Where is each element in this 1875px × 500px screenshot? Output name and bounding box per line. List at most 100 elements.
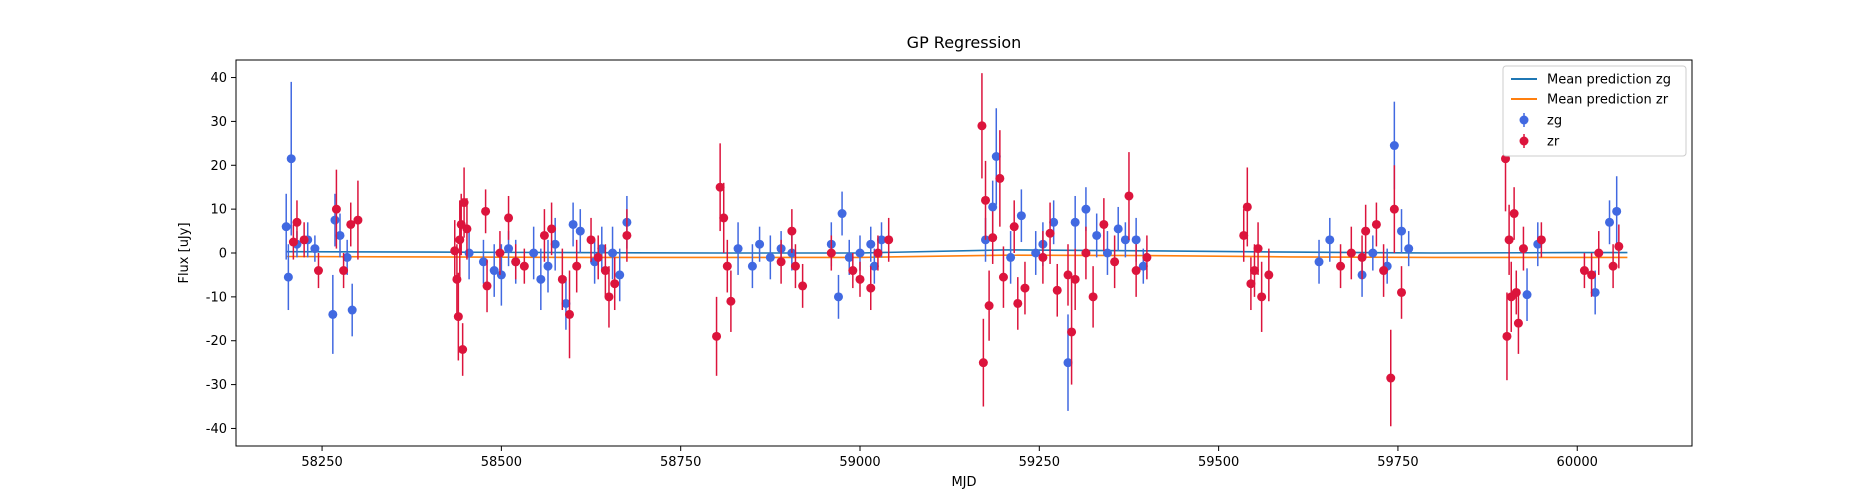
zg-point: [281, 222, 291, 232]
zg-point: [310, 244, 320, 254]
zr-point: [995, 173, 1005, 183]
zr-point: [572, 261, 582, 271]
zg-point: [550, 239, 560, 249]
zg-point: [1389, 141, 1399, 151]
zg-point: [504, 244, 514, 254]
zr-point: [1242, 202, 1252, 212]
x-tick-label: 59750: [1377, 455, 1418, 470]
zr-point: [1536, 235, 1546, 245]
zr-point: [547, 224, 557, 234]
zr-point: [1397, 287, 1407, 297]
y-tick-label: 30: [210, 115, 227, 130]
zg-point: [1049, 217, 1059, 227]
zr-point: [455, 235, 465, 245]
legend-label-zg: zg: [1547, 114, 1562, 129]
y-axis: -40 -30 -20 -10 0 10 20 30 40: [206, 71, 236, 437]
zg-point: [747, 261, 757, 271]
zg-point: [1131, 235, 1141, 245]
y-tick-label: 40: [210, 71, 227, 86]
zr-point: [353, 215, 363, 225]
zr-point: [339, 266, 349, 276]
zr-point: [1142, 252, 1152, 262]
legend-label-zr: zr: [1547, 135, 1560, 150]
zr-point: [604, 292, 614, 302]
zr-point: [481, 206, 491, 216]
zr-point: [1371, 219, 1381, 229]
zg-point: [1138, 261, 1148, 271]
legend-marker: [1519, 115, 1529, 125]
zr-point: [622, 230, 632, 240]
zr-point: [1009, 222, 1019, 232]
zr-point: [504, 213, 514, 223]
zg-point: [765, 252, 775, 262]
zr-point: [712, 331, 722, 341]
zr-point: [1063, 270, 1073, 280]
zr-point: [984, 301, 994, 311]
legend-swatch-zr: [1519, 134, 1529, 148]
zr-point: [1264, 270, 1274, 280]
zr-point: [998, 272, 1008, 282]
zr-point: [1386, 373, 1396, 383]
zr-point: [288, 237, 298, 247]
zr-point: [790, 261, 800, 271]
zr-point: [600, 266, 610, 276]
zg-point: [988, 202, 998, 212]
zr-point: [495, 248, 505, 258]
zg-point: [328, 309, 338, 319]
zr-point: [586, 235, 596, 245]
zr-point: [776, 257, 786, 267]
zg-point: [1605, 217, 1615, 227]
x-tick-label: 59250: [1019, 455, 1060, 470]
zg-point: [1113, 224, 1123, 234]
zg-point: [330, 215, 340, 225]
zg-point: [489, 266, 499, 276]
zr-point: [1389, 204, 1399, 214]
zr-point: [1346, 248, 1356, 258]
zr-point: [299, 235, 309, 245]
zr-point: [610, 279, 620, 289]
zr-point: [719, 213, 729, 223]
y-tick-label: 20: [210, 159, 227, 174]
zr-point: [1511, 287, 1521, 297]
zr-point: [1110, 257, 1120, 267]
zr-point: [458, 345, 468, 354]
zg-point: [1006, 252, 1016, 262]
zr-point: [1336, 261, 1346, 271]
zg-point: [478, 257, 488, 267]
zg-point: [833, 292, 843, 302]
zg-point: [464, 248, 474, 258]
zr-point: [1587, 270, 1597, 280]
zg-point: [1063, 358, 1073, 368]
zr-point: [884, 235, 894, 245]
zr-point: [292, 217, 302, 227]
zg-point: [991, 152, 1001, 161]
zr-point: [855, 274, 865, 284]
zr-point: [1249, 266, 1259, 276]
x-tick-label: 58250: [301, 455, 342, 470]
y-tick-label: -10: [206, 290, 227, 305]
zg-point: [536, 274, 546, 284]
zg-point: [1314, 257, 1324, 267]
zr-point: [1131, 266, 1141, 276]
x-tick-label: 58500: [481, 455, 522, 470]
zg-point: [866, 239, 876, 249]
zr-point: [1614, 241, 1624, 251]
zg-point: [844, 252, 854, 262]
plot-area: [235, 59, 1693, 447]
zr-point: [1124, 191, 1134, 201]
y-tick-label: -20: [206, 334, 227, 349]
zr-point: [1253, 244, 1263, 254]
legend-marker: [1519, 136, 1529, 146]
zr-point: [1013, 298, 1023, 308]
zr-point: [557, 274, 567, 284]
zg-point: [543, 261, 553, 271]
zg-point: [1070, 217, 1080, 227]
zg-point: [529, 248, 539, 258]
y-tick-label: 0: [219, 247, 227, 262]
zr-point: [1020, 283, 1030, 293]
zr-point: [346, 219, 356, 229]
zg-point: [283, 272, 293, 282]
zr-point: [1052, 285, 1062, 295]
zr-point: [1099, 219, 1109, 229]
zg-point: [1404, 244, 1414, 254]
